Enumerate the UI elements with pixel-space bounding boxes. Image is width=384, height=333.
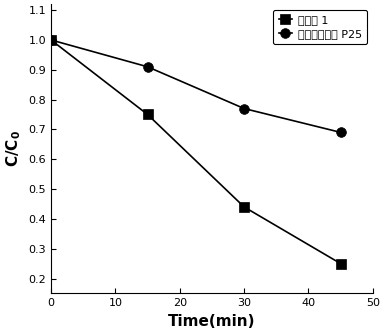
催化剂 1 [49,38,53,42]
气相二氧化馒 P25 [49,38,53,42]
Legend: 催化剂 1, 气相二氧化馒 P25: 催化剂 1, 气相二氧化馒 P25 [273,10,367,44]
Line: 气相二氧化馒 P25: 气相二氧化馒 P25 [46,35,346,137]
气相二氧化馒 P25 [338,131,343,135]
催化剂 1 [145,113,150,117]
催化剂 1 [242,205,247,209]
催化剂 1 [338,262,343,266]
Line: 催化剂 1: 催化剂 1 [46,35,346,268]
气相二氧化馒 P25 [145,65,150,69]
Y-axis label: $\mathbf{C/C_0}$: $\mathbf{C/C_0}$ [4,130,23,167]
X-axis label: Time(min): Time(min) [168,314,256,329]
气相二氧化馒 P25 [242,107,247,111]
